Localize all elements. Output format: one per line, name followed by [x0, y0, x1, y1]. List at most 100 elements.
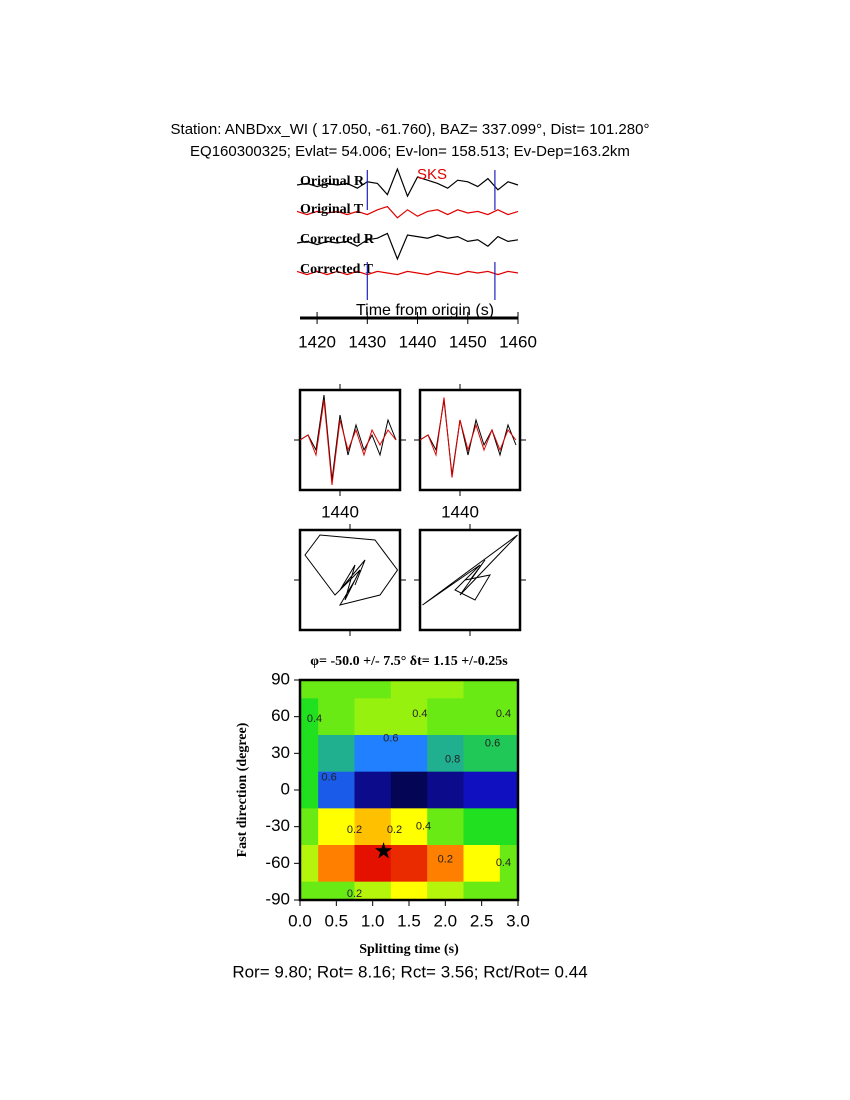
contour-label: 0.6	[383, 733, 398, 745]
misfit-cell	[318, 680, 355, 699]
trace-label: Corrected T	[300, 262, 374, 277]
contour-label: 0.2	[347, 824, 362, 836]
misfit-cell	[499, 680, 518, 699]
x-tick-label: 1440	[399, 332, 437, 351]
x-tick-label: 1460	[499, 332, 537, 351]
y-axis-label: Fast direction (degree)	[235, 722, 250, 857]
misfit-cell	[318, 771, 355, 809]
panel-frame	[418, 388, 522, 492]
x-tick-label: 0.0	[288, 911, 312, 930]
misfit-cell	[427, 735, 464, 773]
misfit-cell	[390, 771, 428, 809]
misfit-cell	[390, 735, 428, 773]
trace	[299, 399, 397, 486]
contour-label: 0.8	[445, 753, 460, 765]
y-tick-label: 90	[271, 669, 290, 688]
misfit-cell	[354, 735, 392, 773]
y-tick-label: 30	[271, 743, 290, 762]
contour-label: 0.4	[412, 708, 427, 720]
x-tick-label: 1.5	[397, 911, 421, 930]
contour-label: 0.4	[496, 708, 511, 720]
misfit-cell	[427, 845, 464, 883]
misfit-cell	[463, 808, 501, 846]
x-tick-label: 0.5	[325, 911, 349, 930]
trace	[419, 399, 517, 476]
best-fit-star	[375, 842, 393, 859]
y-tick-label: 0	[281, 779, 290, 798]
trace	[299, 394, 397, 481]
x-tick-label: 3.0	[506, 911, 530, 930]
misfit-cell	[427, 680, 464, 699]
misfit-cell	[354, 808, 392, 846]
misfit-cell	[390, 845, 428, 883]
misfit-cell	[499, 808, 518, 846]
y-tick-label: 60	[271, 706, 290, 725]
trace	[296, 205, 519, 219]
misfit-cell	[463, 680, 501, 699]
misfit-cell	[354, 680, 392, 699]
x-axis-label: Splitting time (s)	[359, 942, 459, 957]
footer-stats: Ror= 9.80; Rot= 8.16; Rct= 3.56; Rct/Rot…	[232, 962, 587, 981]
contour-label: 0.4	[416, 821, 431, 833]
contour-label: 0.4	[307, 713, 322, 725]
misfit-cell	[390, 808, 428, 846]
plot-title: φ= -50.0 +/- 7.5° δt= 1.15 +/-0.25s	[310, 654, 508, 669]
misfit-cell	[390, 698, 428, 736]
phase-label: SKS	[417, 166, 447, 183]
misfit-cell	[390, 680, 428, 699]
trace-label: Corrected R	[300, 232, 375, 247]
trace	[296, 232, 519, 261]
misfit-cell	[499, 735, 518, 773]
misfit-cell	[318, 735, 355, 773]
misfit-cell	[427, 808, 464, 846]
x-tick-label: 1450	[449, 332, 487, 351]
misfit-cell	[300, 845, 319, 883]
x-tick-label: 1440	[441, 502, 479, 521]
misfit-cell	[499, 845, 518, 883]
header-line: EQ160300325; Evlat= 54.006; Ev-lon= 158.…	[190, 143, 630, 160]
misfit-cell	[499, 881, 518, 900]
y-tick-label: -30	[265, 816, 290, 835]
x-tick-label: 2.0	[434, 911, 458, 930]
header-line: Station: ANBDxx_WI ( 17.050, -61.760), B…	[171, 121, 650, 138]
misfit-cell	[354, 698, 392, 736]
x-tick-label: 1.0	[361, 911, 385, 930]
trace	[304, 534, 399, 606]
contour-map	[300, 680, 518, 900]
trace	[422, 534, 518, 606]
misfit-cell	[463, 771, 501, 809]
y-tick-label: -90	[265, 889, 290, 908]
contour-label: 0.4	[496, 857, 511, 869]
misfit-cell	[300, 698, 319, 736]
trace	[419, 397, 517, 478]
misfit-cell	[463, 881, 501, 900]
misfit-cell	[318, 808, 355, 846]
misfit-cell	[499, 698, 518, 736]
x-tick-label: 1430	[348, 332, 386, 351]
misfit-cell	[300, 680, 319, 699]
misfit-cell	[300, 808, 319, 846]
misfit-cell	[318, 881, 355, 900]
contour-label: 0.6	[485, 737, 500, 749]
misfit-cell	[318, 845, 355, 883]
misfit-cell	[318, 698, 355, 736]
contour-label: 0.2	[347, 888, 362, 900]
contour-label: 0.6	[321, 772, 336, 784]
misfit-cell	[499, 771, 518, 809]
misfit-cell	[463, 845, 501, 883]
trace-label: Original R	[300, 174, 365, 189]
contour-label: 0.2	[387, 824, 402, 836]
misfit-cell	[300, 771, 319, 809]
misfit-cell	[300, 735, 319, 773]
misfit-cell	[354, 771, 392, 809]
x-tick-label: 1440	[321, 502, 359, 521]
misfit-cell	[427, 698, 464, 736]
misfit-cell	[390, 881, 428, 900]
misfit-cell	[354, 881, 392, 900]
trace	[296, 167, 519, 198]
x-tick-label: 1420	[298, 332, 336, 351]
misfit-cell	[427, 881, 464, 900]
y-tick-label: -60	[265, 853, 290, 872]
misfit-cell	[463, 698, 501, 736]
